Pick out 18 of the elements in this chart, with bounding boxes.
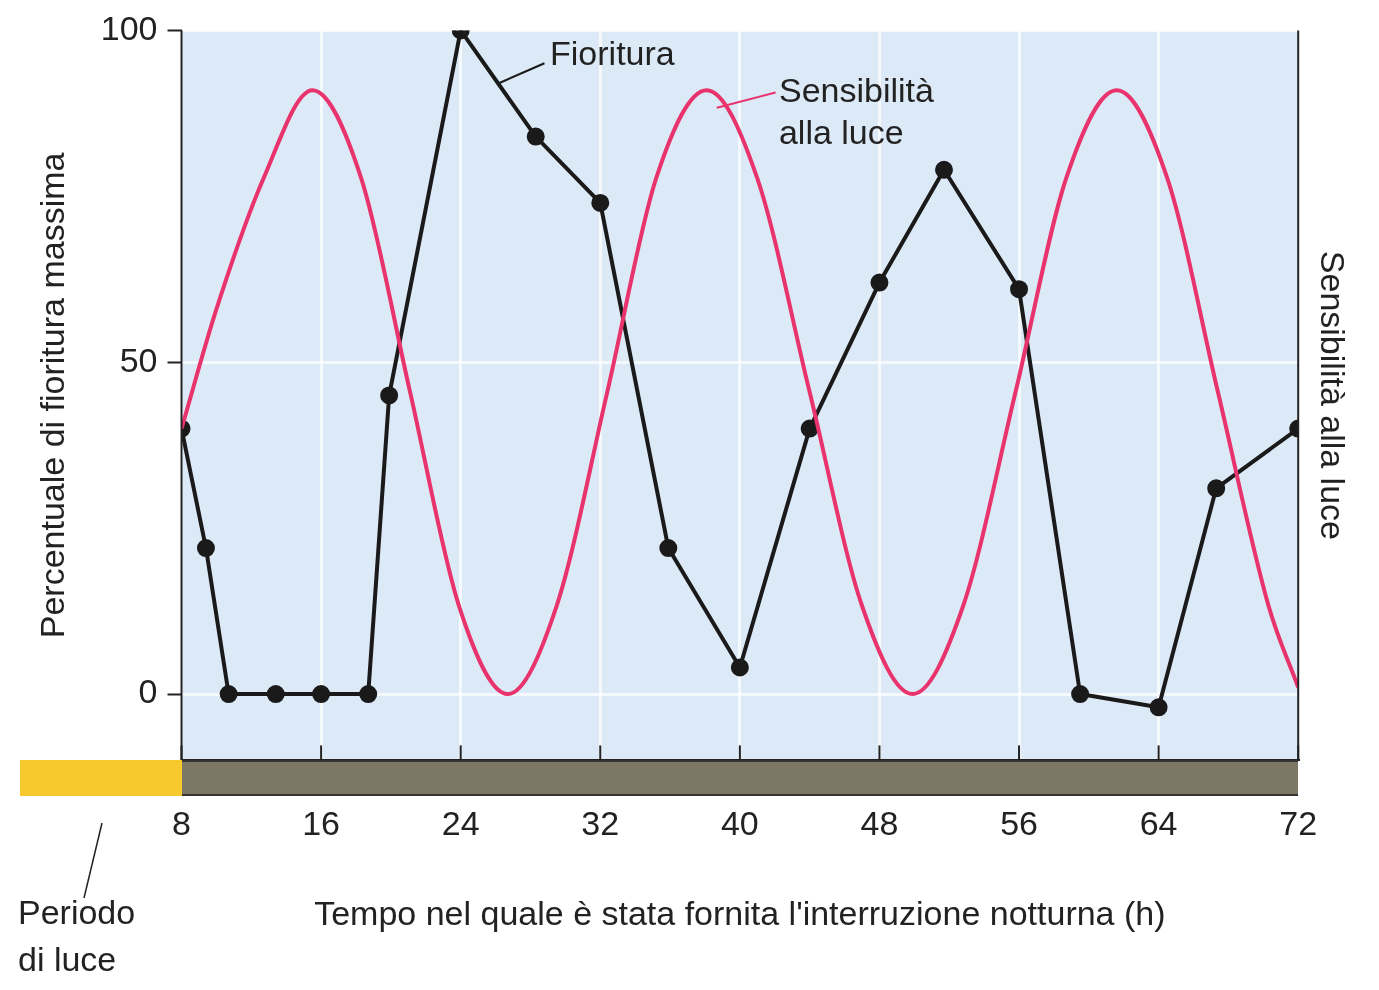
legend-label: Fioritura bbox=[550, 34, 675, 73]
x-axis-title: Tempo nel quale è stata fornita l'interruzione notturna (h) bbox=[314, 893, 1166, 932]
x-tick-label: 48 bbox=[860, 804, 899, 843]
x-tick-label: 72 bbox=[1279, 804, 1318, 843]
text: Periodo di luce bbox=[18, 893, 136, 979]
y-axis-title: Percentuale di fioritura massima bbox=[32, 152, 71, 639]
y-tick-label: 50 bbox=[119, 340, 158, 379]
legend-label: Sensibilità alla luce bbox=[778, 70, 935, 151]
y2-axis-title: Sensibilità alla luce bbox=[1314, 250, 1353, 540]
y-tick-label: 0 bbox=[138, 672, 158, 711]
x-tick-label: 64 bbox=[1139, 804, 1178, 843]
x-tick-label: 24 bbox=[441, 804, 480, 843]
y-tick-label: 100 bbox=[100, 8, 158, 47]
x-tick-label: 56 bbox=[1000, 804, 1038, 843]
x-tick-label: 16 bbox=[302, 804, 341, 843]
x-tick-label: 32 bbox=[581, 804, 620, 843]
x-tick-label: 40 bbox=[720, 804, 759, 843]
x-tick-label: 8 bbox=[172, 804, 191, 843]
